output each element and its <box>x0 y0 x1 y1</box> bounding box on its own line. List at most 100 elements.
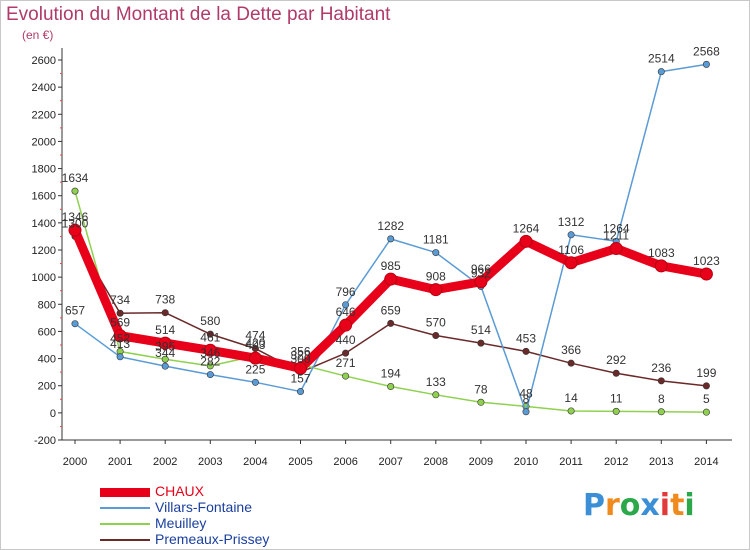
data-label: 646 <box>336 305 356 319</box>
data-label: 199 <box>696 366 716 380</box>
data-label: 300 <box>290 352 310 366</box>
data-point <box>206 362 214 370</box>
y-tick-label: 1400 <box>32 218 56 230</box>
data-point <box>567 407 575 415</box>
data-label: 514 <box>471 323 491 337</box>
x-tick-label: 2013 <box>649 456 673 468</box>
data-point <box>432 249 440 257</box>
x-tick-label: 2014 <box>694 456 718 468</box>
data-label: 403 <box>245 338 265 352</box>
data-point <box>296 388 304 396</box>
y-tick-label: 600 <box>38 326 56 338</box>
chart-axes: -200 0 200 400 600 800 1000 1200 1400 1600 1800 200… <box>32 48 732 468</box>
data-label: 11 <box>610 391 623 405</box>
data-point <box>71 320 79 328</box>
data-label: 1211 <box>603 229 629 243</box>
data-point <box>477 339 485 347</box>
data-label: 8 <box>523 392 530 406</box>
logo-letter: o <box>619 488 641 523</box>
data-point <box>116 309 124 317</box>
legend-label: Meuilley <box>155 515 207 531</box>
data-point <box>474 275 488 289</box>
x-tick-label: 2011 <box>559 456 583 468</box>
data-label: 225 <box>245 362 265 376</box>
data-label: 8 <box>658 392 665 406</box>
data-point <box>522 408 530 416</box>
data-point <box>248 351 262 365</box>
data-point <box>116 353 124 361</box>
data-point <box>657 408 665 416</box>
y-tick-label: 800 <box>38 299 56 311</box>
data-point <box>567 231 575 239</box>
data-label: 14 <box>564 391 578 405</box>
data-point <box>702 60 710 68</box>
y-tick-label: -200 <box>34 435 56 447</box>
data-point <box>342 349 350 357</box>
data-point <box>161 355 169 363</box>
data-point <box>432 391 440 399</box>
logo-letter: t <box>670 488 685 523</box>
data-point <box>657 68 665 76</box>
y-tick-label: 2200 <box>32 109 56 121</box>
data-label: 1083 <box>648 246 675 260</box>
data-label: 1312 <box>558 215 585 229</box>
data-label: 657 <box>65 304 85 318</box>
data-label: 2568 <box>693 44 720 58</box>
data-point <box>339 318 353 332</box>
data-point <box>71 187 79 195</box>
data-label: 5 <box>703 392 710 406</box>
data-label: 474 <box>245 329 265 343</box>
y-tick-label: 200 <box>38 381 56 393</box>
data-point <box>387 235 395 243</box>
data-label: 796 <box>336 285 356 299</box>
chart-title: Evolution du Montant de la Dette par Hab… <box>6 4 391 25</box>
data-label: 452 <box>110 332 130 346</box>
data-point <box>161 309 169 317</box>
data-point <box>567 359 575 367</box>
data-point <box>519 234 533 248</box>
x-tick-label: 2004 <box>243 456 267 468</box>
data-label: 2514 <box>648 52 675 66</box>
logo-letter: i <box>659 488 671 523</box>
x-tick-label: 2012 <box>604 456 628 468</box>
x-tick-label: 2002 <box>153 456 177 468</box>
data-point <box>699 267 713 281</box>
x-tick-label: 2005 <box>288 456 312 468</box>
data-label: 413 <box>110 337 130 351</box>
data-label: 1181 <box>423 233 449 247</box>
y-tick-label: 1200 <box>32 245 56 257</box>
data-label: 366 <box>561 343 581 357</box>
y-tick-label: 1000 <box>32 272 56 284</box>
data-point <box>564 256 578 270</box>
x-tick-label: 2001 <box>108 456 132 468</box>
data-label: 966 <box>471 262 491 276</box>
data-label: 356 <box>290 345 310 359</box>
y-tick-label: 2400 <box>32 82 56 94</box>
data-point <box>206 330 214 338</box>
y-axis-unit-label: (en €) <box>22 28 54 42</box>
data-label: 461 <box>200 330 220 344</box>
data-point <box>68 223 82 237</box>
data-label: 440 <box>336 333 356 347</box>
data-label: 932 <box>471 266 491 280</box>
legend-label: CHAUX <box>155 483 205 499</box>
data-point <box>522 347 530 355</box>
x-tick-label: 2009 <box>469 456 493 468</box>
data-point <box>429 283 443 297</box>
data-point <box>158 336 172 350</box>
logo-letter: i <box>684 488 695 523</box>
legend-swatch <box>100 507 150 509</box>
data-label: 420 <box>245 336 265 350</box>
data-label: 985 <box>381 259 401 273</box>
data-label: 133 <box>426 375 446 389</box>
data-point <box>387 383 395 391</box>
logo-letter: r <box>605 488 620 523</box>
data-label: 271 <box>336 356 356 370</box>
data-label: 1023 <box>693 254 720 268</box>
y-tick-label: 1600 <box>32 191 56 203</box>
data-point <box>702 408 710 416</box>
data-label: 569 <box>110 316 130 330</box>
x-tick-label: 2007 <box>378 456 402 468</box>
y-tick-label: 2000 <box>32 136 56 148</box>
data-label: 1346 <box>62 210 89 224</box>
